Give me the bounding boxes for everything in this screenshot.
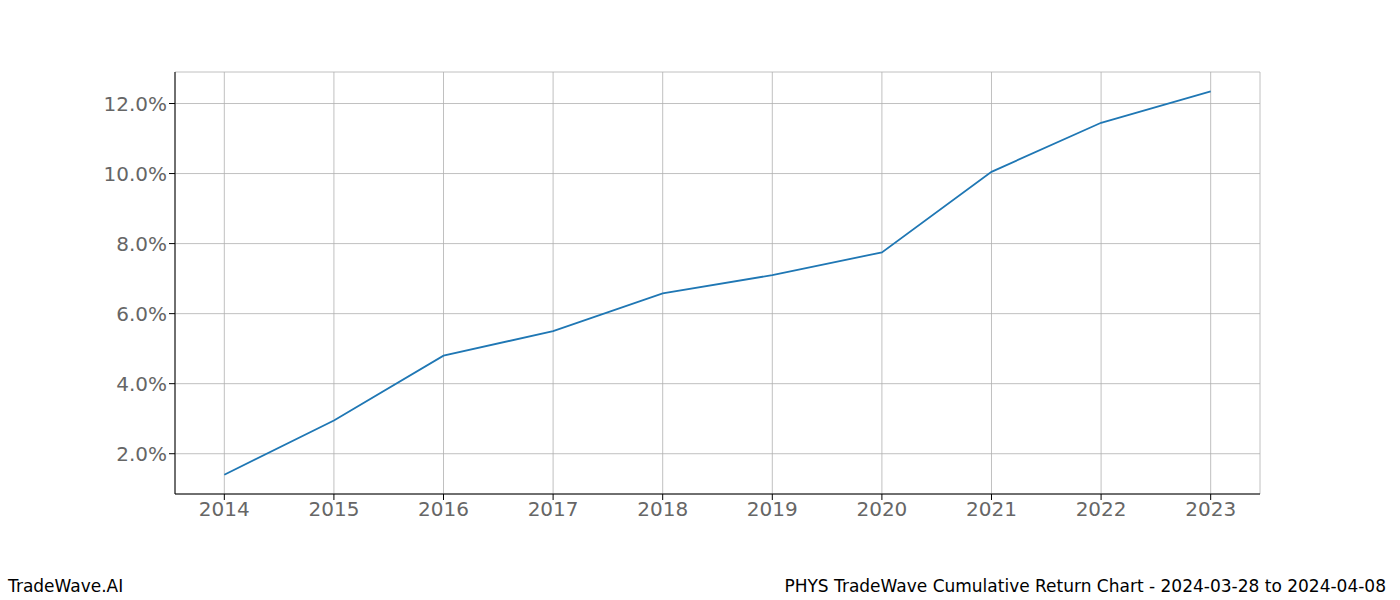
- svg-text:2022: 2022: [1076, 497, 1127, 521]
- svg-text:6.0%: 6.0%: [116, 302, 167, 326]
- svg-text:2023: 2023: [1185, 497, 1236, 521]
- html-text:TradeWave.AI: TradeWave.AI: [8, 576, 124, 596]
- svg-text:2019: 2019: [747, 497, 798, 521]
- svg-text:4.0%: 4.0%: [116, 372, 167, 396]
- svg-text:2014: 2014: [199, 497, 250, 521]
- svg-text:2.0%: 2.0%: [116, 442, 167, 466]
- svg-text:10.0%: 10.0%: [103, 162, 167, 186]
- svg-text:2021: 2021: [966, 497, 1017, 521]
- svg-text:2015: 2015: [308, 497, 359, 521]
- svg-text:8.0%: 8.0%: [116, 232, 167, 256]
- svg-text:2017: 2017: [528, 497, 579, 521]
- svg-text:12.0%: 12.0%: [103, 92, 167, 116]
- svg-text:2018: 2018: [637, 497, 688, 521]
- svg-text:2016: 2016: [418, 497, 469, 521]
- html-text:PHYS TradeWave Cumulative Retu: PHYS TradeWave Cumulative Return Chart -…: [784, 576, 1386, 596]
- svg-text:2020: 2020: [856, 497, 907, 521]
